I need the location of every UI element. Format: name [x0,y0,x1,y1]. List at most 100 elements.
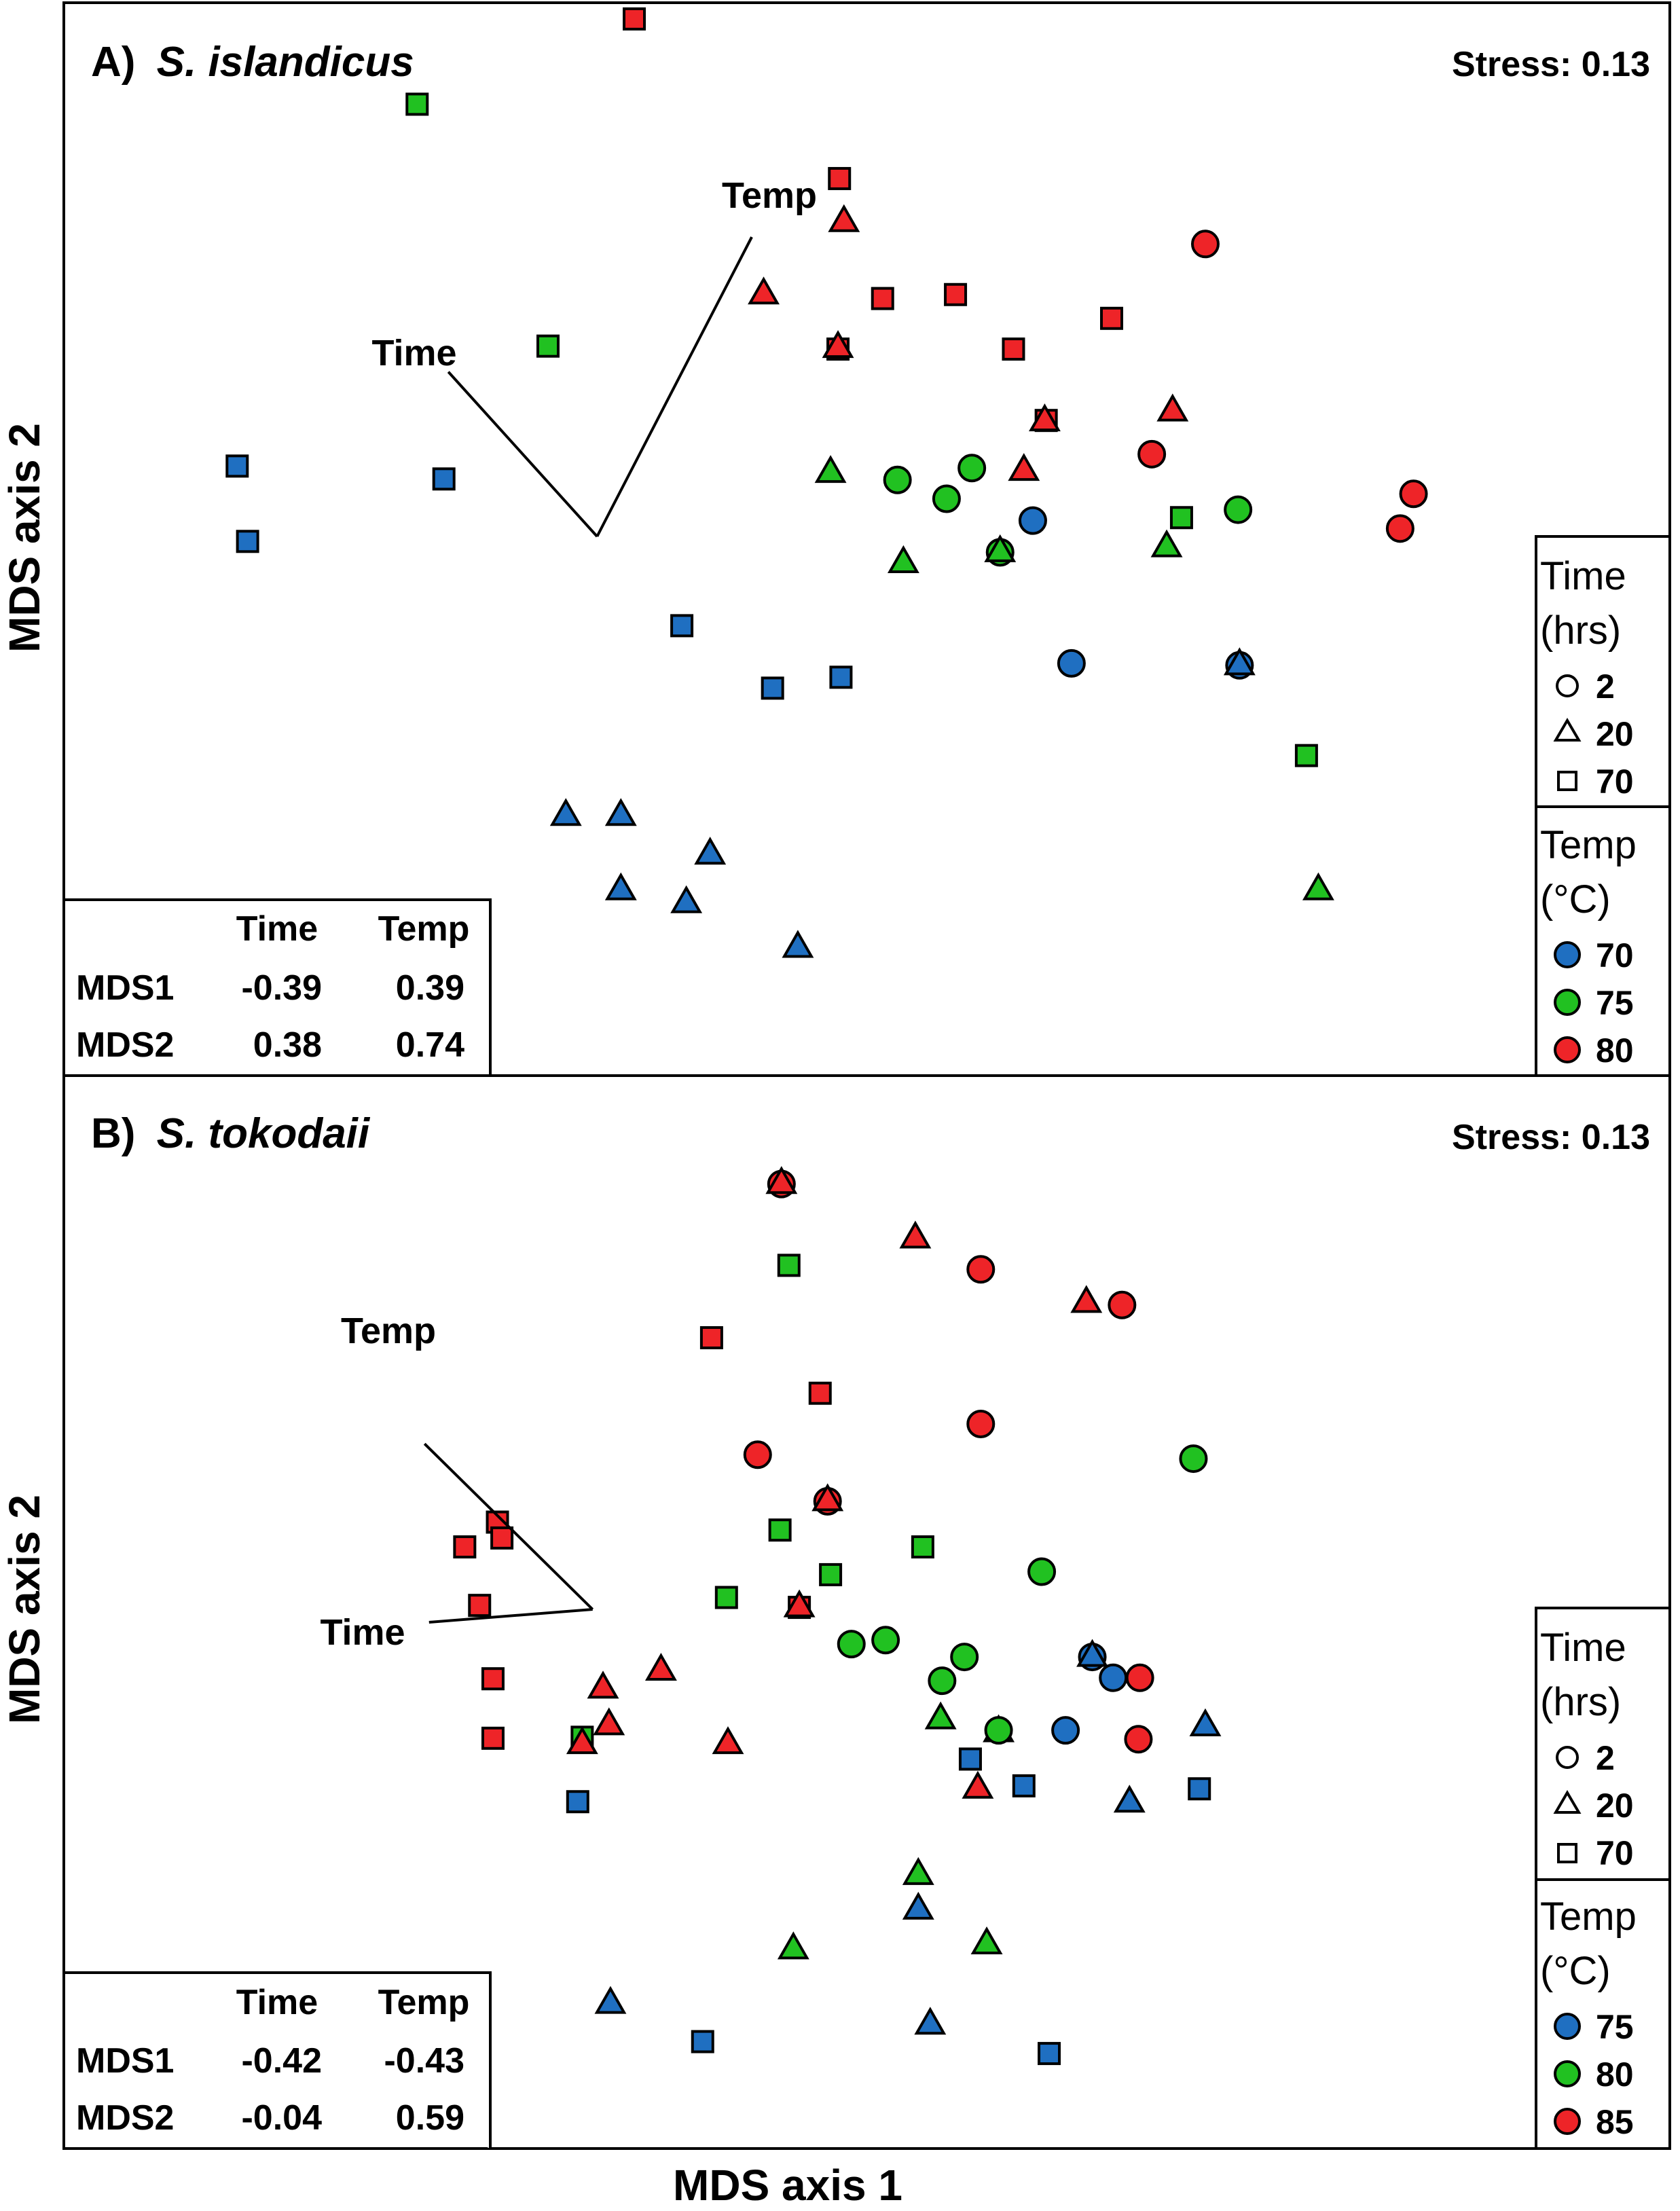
panel-a-point-green-triangle-47 [1302,872,1334,900]
panel-a-point-red-circle-9 [1190,230,1220,259]
legend-a-time-2: 2 [1596,668,1615,706]
panel-a-point-red-triangle-15 [1156,393,1189,422]
legend-b-temp-75: 75 [1596,2008,1634,2046]
panel-b-point-red-square-8 [808,1381,832,1405]
panel-b-time-vector [428,1608,593,1624]
panel-b-point-blue-triangle-41 [1189,1708,1222,1736]
panel-a-temp-vector-label: Temp [722,175,817,216]
panel-b-point-green-triangle-55 [970,1926,1003,1955]
legend-a-green-swatch [1554,989,1581,1016]
table-b-head-time: Time [236,1983,318,2022]
table-a-row1-label: MDS1 [76,968,174,1008]
panel-b-species: S. tokodaii [157,1110,371,1157]
panel-b-point-blue-circle-31 [1099,1663,1128,1692]
panel-a-point-blue-circle-22 [1018,506,1047,535]
panel-a-point-blue-square-34 [670,614,694,638]
panel-b-point-red-circle-32 [1125,1663,1154,1692]
legend-b-temp-85: 85 [1596,2103,1634,2141]
panel-a-point-blue-triangle-39 [1223,647,1256,676]
panel-b-vector-table: Time Temp MDS1 -0.42 -0.43 MDS2 -0.04 0.… [64,1971,492,2149]
table-b-row1-label: MDS1 [76,2041,174,2081]
panel-b-point-green-circle-19 [1027,1557,1057,1586]
panel-a-point-green-triangle-25 [887,545,919,573]
panel-a-point-blue-circle-37 [1057,648,1086,678]
legend-a-red-swatch [1554,1036,1581,1063]
legend-a-blue-swatch [1554,941,1581,968]
panel-a-point-red-triangle-14 [1029,403,1061,432]
panel-b-point-green-square-3 [777,1254,801,1277]
panel-b-point-blue-circle-39 [1051,1716,1080,1745]
legend-a-time-title: Time [1540,554,1626,598]
panel-a-point-blue-triangle-44 [604,872,637,900]
panel-a-point-green-triangle-18 [814,455,847,483]
legend-b-time-title: Time [1540,1626,1626,1670]
panel-b-point-red-square-7 [699,1326,723,1349]
table-a-row2-temp: 0.74 [396,1025,464,1065]
panel-a-point-blue-triangle-45 [670,885,703,913]
panel-a-time-vector-label: Time [371,333,456,373]
panel-a-point-red-circle-30 [1385,514,1414,543]
panel-b-point-green-square-20 [819,1563,843,1586]
panel-a-time-vector [447,371,598,538]
panel-a-legend-temp: Temp (°C) 70 75 80 [1535,805,1671,1077]
panel-b-point-red-square-24 [468,1594,492,1618]
panel-a-point-green-square-10 [536,334,560,358]
panel-b-temp-vector [423,1442,594,1611]
table-b-row1-time: -0.42 [241,2041,322,2081]
x-axis-label: MDS axis 1 [673,2161,902,2210]
panel-b-point-blue-triangle-54 [902,1891,934,1920]
legend-b-triangle-icon [1553,1790,1582,1814]
panel-a-point-red-triangle-12 [822,330,854,359]
panel-a-point-green-circle-19 [883,465,912,494]
table-b-row2-time: -0.04 [241,2098,322,2138]
panel-b-point-red-circle-4 [966,1255,996,1284]
panel-b-point-green-triangle-53 [902,1857,934,1885]
panel-a-point-blue-square-31 [225,454,249,478]
panel-b-point-green-circle-30 [928,1666,957,1696]
panel-a: A) S. islandicus Stress: 0.13 Time Temp … [62,1,1671,1077]
panel-b-point-green-triangle-56 [777,1931,809,1960]
table-a-row2-time: 0.38 [253,1025,322,1065]
legend-b-square-icon [1557,1843,1577,1863]
panel-b-point-red-circle-9 [966,1409,996,1438]
panel-b-point-blue-triangle-57 [594,1986,627,2014]
legend-b-blue-swatch [1554,2013,1581,2040]
panel-a-point-red-square-0 [623,7,646,31]
panel-b-point-blue-square-60 [1038,2042,1061,2066]
legend-b-red-swatch [1554,2108,1581,2135]
panel-a-label: A) S. islandicus [91,39,414,86]
legend-a-temp-80: 80 [1596,1031,1634,1070]
panel-b-point-red-circle-40 [1124,1725,1153,1754]
panel-a-point-green-circle-28 [1224,495,1253,524]
panel-b-letter: B) [91,1110,135,1157]
panel-a-point-red-triangle-3 [828,204,860,232]
panel-b-point-blue-square-59 [691,2030,714,2053]
panel-a-point-blue-triangle-46 [782,930,814,958]
panel-b-point-red-circle-6 [1108,1290,1137,1319]
panel-a-legend-time: Time (hrs) 2 20 70 [1535,535,1671,808]
panel-b-point-red-square-16 [453,1535,477,1559]
legend-b-temp-unit: (°C) [1540,1949,1611,1993]
panel-a-point-blue-square-36 [829,665,853,689]
panel-b-point-green-circle-26 [837,1630,866,1659]
panel-b-point-green-circle-25 [871,1626,900,1655]
panel-b-point-red-triangle-13 [811,1483,844,1512]
panel-b-point-green-triangle-36 [924,1701,957,1730]
legend-b-time-unit: (hrs) [1540,1680,1621,1724]
panel-b-point-red-triangle-2 [899,1220,932,1249]
panel-b-time-vector-label: Time [320,1612,405,1653]
panel-b-point-green-square-17 [768,1518,792,1542]
legend-a-time-70: 70 [1596,763,1634,801]
panel-a-species: S. islandicus [157,39,414,86]
y-axis-label-b: MDS axis 2 [0,1495,49,1724]
table-a-head-temp: Temp [378,909,470,949]
legend-a-temp-70: 70 [1596,936,1634,974]
table-b-row2-label: MDS2 [76,2098,174,2138]
panel-a-markers [225,7,1428,958]
legend-b-temp-80: 80 [1596,2055,1634,2094]
panel-b-point-red-triangle-35 [587,1670,619,1699]
panel-b-point-green-circle-38 [984,1716,1013,1745]
panel-a-point-green-triangle-24 [984,534,1017,562]
panel-a-point-blue-square-35 [761,676,784,700]
panel-b-point-blue-square-51 [1188,1777,1211,1801]
